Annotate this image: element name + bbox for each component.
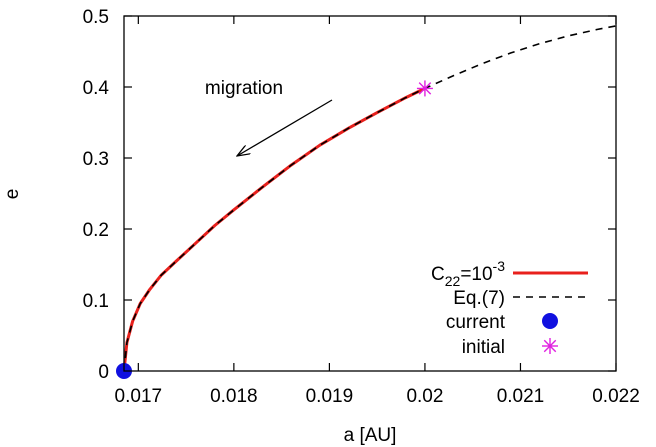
legend-label-c22: C22=10-3 — [431, 258, 505, 289]
y-tick-label: 0.1 — [83, 291, 109, 312]
series-c22-line — [122, 87, 426, 372]
x-tick-label: 0.021 — [497, 386, 545, 407]
axis-ticks: 0.017 0.018 0.019 0.02 0.021 0.022 0 0.1 0.2 0.3 0… — [83, 7, 640, 407]
legend: C22=10-3Eq.(7) current initial — [431, 258, 588, 358]
legend-label-eq7: Eq.(7) — [453, 288, 505, 309]
y-axis-label: e — [2, 189, 23, 200]
plot-frame — [123, 15, 617, 372]
x-tick-label: 0.017 — [115, 386, 163, 407]
y-tick-label: 0.3 — [83, 149, 109, 170]
legend-label-initial: initial — [462, 337, 505, 358]
y-tick-label: 0 — [98, 362, 109, 383]
y-tick-label: 0.4 — [83, 78, 110, 99]
x-axis-label: a [AU] — [344, 425, 397, 446]
plot-series — [116, 25, 617, 379]
y-tick-label: 0.2 — [83, 220, 109, 241]
legend-sample-current — [542, 313, 558, 329]
x-tick-label: 0.018 — [210, 386, 258, 407]
legend-sample-initial — [542, 338, 558, 354]
x-tick-label: 0.019 — [306, 386, 354, 407]
series-eq7-line — [123, 25, 617, 372]
initial-point — [416, 80, 433, 97]
x-tick-label: 0.02 — [406, 386, 443, 407]
y-tick-label: 0.5 — [83, 7, 109, 28]
legend-label-current: current — [446, 312, 506, 333]
annotations: migration — [205, 78, 333, 156]
x-tick-label: 0.022 — [592, 386, 640, 407]
migration-arrow — [237, 99, 333, 156]
migration-label: migration — [205, 78, 283, 99]
